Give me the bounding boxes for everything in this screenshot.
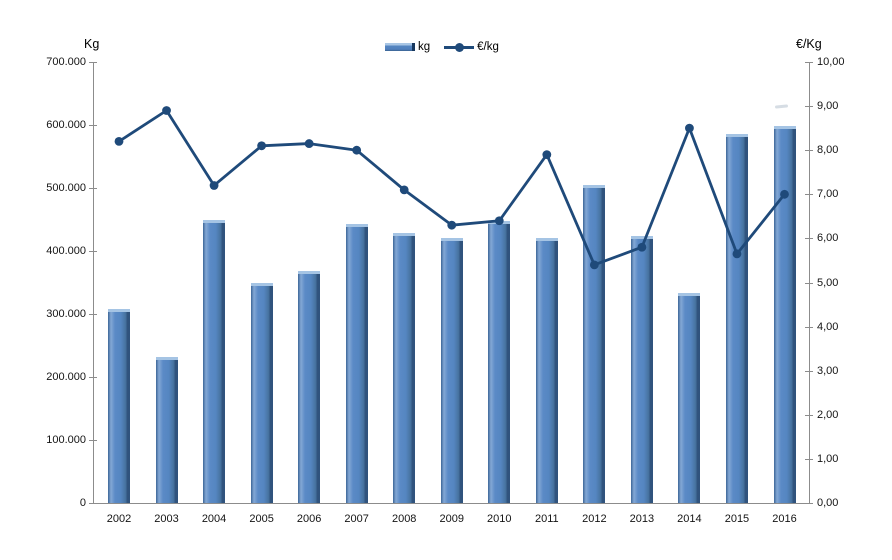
legend-label-eur-kg: €/kg <box>477 41 499 53</box>
left-axis-tick-label: 700.000 <box>46 56 86 68</box>
left-axis-tick <box>89 440 97 441</box>
left-axis-title: Kg <box>84 37 100 51</box>
left-axis-line <box>93 62 94 503</box>
bar-2012 <box>583 184 606 503</box>
left-axis-tick <box>89 251 97 252</box>
right-axis-tick-label: 2,00 <box>817 408 839 421</box>
left-axis-tick-label: 100.000 <box>46 434 86 446</box>
x-axis-category-label: 2005 <box>249 513 274 525</box>
line-marker-2002 <box>114 136 124 146</box>
x-axis-category-label: 2015 <box>724 513 750 525</box>
right-axis-tick <box>805 414 813 416</box>
bar-2007 <box>345 223 368 503</box>
x-axis-category-label: 2014 <box>677 513 702 525</box>
right-axis-tick <box>805 458 813 460</box>
right-axis-tick-label: 4,00 <box>817 320 839 333</box>
x-axis-category-label: 2009 <box>439 513 464 525</box>
right-axis-tick <box>805 194 813 196</box>
right-axis-tick <box>805 503 813 504</box>
x-axis-category-label: 2016 <box>772 513 797 525</box>
left-axis-tick <box>89 125 97 126</box>
right-axis-tick-label: 7,00 <box>817 188 839 201</box>
right-axis-title: €/Kg <box>796 37 822 51</box>
x-axis-category-label: 2011 <box>534 513 559 525</box>
right-axis-tick-label: 3,00 <box>817 364 839 377</box>
bar-2014 <box>678 293 701 503</box>
line-marker-2011 <box>542 150 552 160</box>
right-axis-tick-label: 5,00 <box>817 276 839 289</box>
bar-2013 <box>630 235 653 503</box>
bar-series-swatch-icon <box>385 43 415 51</box>
right-axis-tick-label: 10,00 <box>817 56 845 68</box>
smudge-artifact <box>774 104 789 109</box>
right-axis-tick-label: 0,00 <box>817 497 839 509</box>
right-axis-tick <box>805 106 813 108</box>
line-marker-2006 <box>304 139 314 148</box>
left-axis-tick-label: 400.000 <box>46 245 86 257</box>
x-axis-category-label: 2010 <box>487 513 512 525</box>
legend: kg €/kg <box>385 41 499 53</box>
legend-item-kg: kg <box>385 41 430 53</box>
bar-2008 <box>393 233 416 503</box>
x-axis-category-label: 2008 <box>391 513 417 525</box>
right-axis-tick-label: 6,00 <box>817 232 839 245</box>
line-marker-2005 <box>257 141 267 151</box>
x-axis-category-label: 2004 <box>201 513 227 525</box>
left-axis-tick <box>89 503 97 504</box>
left-axis-tick-label: 0 <box>79 497 86 509</box>
bottom-axis-line <box>93 503 810 504</box>
bar-2011 <box>535 238 558 503</box>
x-axis-category-label: 2003 <box>154 513 179 525</box>
line-marker-2007 <box>352 145 362 155</box>
line-marker-2014 <box>685 123 694 133</box>
legend-label-kg: kg <box>418 41 431 53</box>
right-axis-tick <box>805 150 813 152</box>
right-axis-tick-label: 1,00 <box>817 452 839 465</box>
left-axis-tick <box>89 377 97 378</box>
left-axis-tick <box>89 188 97 189</box>
x-axis-category-label: 2013 <box>629 513 655 525</box>
bar-2003 <box>155 356 178 503</box>
left-axis-tick-label: 500.000 <box>46 182 86 194</box>
bar-2005 <box>250 282 273 503</box>
bar-2010 <box>488 220 511 503</box>
bar-2009 <box>440 238 463 503</box>
x-axis-category-label: 2007 <box>344 513 369 525</box>
bar-2002 <box>108 308 130 503</box>
right-axis-tick <box>805 238 813 240</box>
right-axis-tick <box>805 282 813 284</box>
bar-2004 <box>203 219 226 503</box>
left-axis-tick-label: 200.000 <box>46 371 86 383</box>
bar-2016 <box>773 126 796 503</box>
line-marker-2004 <box>209 181 219 190</box>
line-marker-2009 <box>447 220 457 230</box>
line-marker-2003 <box>162 106 171 115</box>
left-axis-tick-label: 600.000 <box>46 119 86 131</box>
right-axis-tick <box>805 370 813 372</box>
line-marker-2008 <box>399 185 409 195</box>
right-axis-tick-label: 9,00 <box>817 100 839 113</box>
right-axis-tick <box>805 62 813 63</box>
x-axis-category-label: 2006 <box>296 513 322 525</box>
legend-item-eur-kg: €/kg <box>444 41 499 53</box>
left-axis-tick-label: 300.000 <box>46 308 86 320</box>
x-axis-category-label: 2002 <box>106 513 132 525</box>
line-series-swatch-icon <box>444 42 475 52</box>
x-axis-category-label: 2012 <box>582 513 607 525</box>
right-axis-tick <box>805 326 813 328</box>
left-axis-tick <box>89 314 97 315</box>
right-axis-tick-label: 8,00 <box>817 144 839 157</box>
bar-2006 <box>298 271 321 503</box>
left-axis-tick <box>89 62 97 63</box>
bar-2015 <box>725 133 748 503</box>
